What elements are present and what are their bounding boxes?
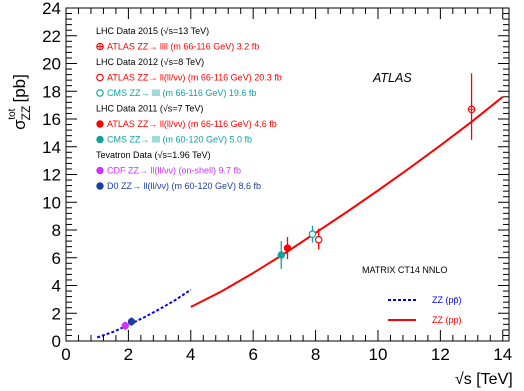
- legend-header: LHC Data 2012 (√s=8 TeV): [96, 57, 204, 67]
- y-tick-label: 6: [52, 249, 61, 268]
- data-points: [121, 73, 476, 330]
- x-axis-label: √s [TeV]: [455, 371, 513, 388]
- legend-entry: ATLAS ZZ→ ll(ll/νν) (m 66-116 GeV) 20.3 …: [107, 73, 282, 83]
- x-tick-label: 14: [493, 345, 512, 364]
- theory-legend-title: MATRIX CT14 NNLO: [362, 265, 447, 275]
- atlas-label: ATLAS: [372, 71, 412, 85]
- y-tick-label: 0: [52, 332, 61, 351]
- x-tick-label: 2: [124, 345, 133, 364]
- y-tick-label: 10: [42, 193, 61, 212]
- y-axis-label-unit: [pb]: [10, 74, 29, 102]
- legend-marker: [96, 135, 104, 144]
- legend-marker: [96, 166, 104, 175]
- theory-curves: [96, 96, 504, 339]
- y-tick-label: 16: [42, 110, 61, 129]
- legend-entry: ATLAS ZZ→ ll(ll/νν) (m 66-116 GeV) 4.6 f…: [107, 119, 277, 129]
- theory-legend-label: ZZ (pp): [432, 315, 462, 325]
- theory-legend-label: ZZ (pp̄): [432, 295, 462, 305]
- axis-ticks: [65, 7, 509, 342]
- x-tick-label: 12: [431, 345, 450, 364]
- data-point: [308, 230, 317, 238]
- y-tick-label: 24: [42, 0, 61, 18]
- y-axis-label-sub: ZZ: [19, 106, 33, 121]
- legend: LHC Data 2015 (√s=13 TeV) LHC Data 2012 (…: [96, 26, 462, 325]
- legend-marker: [96, 73, 104, 82]
- y-axis-label: σZZtot [pb]: [7, 74, 33, 130]
- legend-marker: [96, 89, 104, 97]
- svg-text:σZZtot[pb]: σZZtot [pb]: [7, 74, 33, 130]
- y-tick-label: 8: [52, 221, 61, 240]
- legend-marker: [96, 182, 104, 190]
- x-tick-label: 10: [369, 345, 388, 364]
- y-tick-label: 18: [42, 82, 61, 101]
- y-tick-label: 14: [42, 138, 61, 157]
- y-tick-label: 4: [52, 277, 61, 296]
- data-point: [127, 317, 136, 326]
- y-axis-label-super: tot: [7, 108, 18, 119]
- legend-header: Tevatron Data (√s=1.96 TeV): [96, 150, 211, 160]
- theory-curve-ppbar: [96, 288, 192, 339]
- x-tick-label: 6: [248, 345, 257, 364]
- legend-marker: [96, 120, 104, 128]
- data-point: [121, 322, 129, 330]
- theory-curve-pp: [190, 96, 504, 308]
- legend-entry: ATLAS ZZ→ llll (m 66-116 GeV) 3.2 fb: [107, 42, 259, 52]
- y-tick-label: 22: [42, 27, 61, 46]
- y-tick-label: 2: [52, 304, 61, 323]
- legend-entry: CDF ZZ→ ll(ll/νν) (on-shell) 9.7 fb: [107, 166, 241, 176]
- y-tick-label: 12: [42, 166, 61, 185]
- x-tick-label: 0: [61, 345, 70, 364]
- y-tick-label: 20: [42, 55, 61, 74]
- data-point: [314, 235, 323, 244]
- data-point: [283, 244, 292, 252]
- data-point: [277, 251, 285, 259]
- legend-header: LHC Data 2015 (√s=13 TeV): [96, 26, 209, 36]
- x-tick-label: 8: [311, 345, 320, 364]
- legend-entry: D0 ZZ→ ll(ll/νν) (m 60-120 GeV) 8.6 fb: [107, 181, 261, 191]
- y-axis-label-symbol: σ: [10, 119, 29, 130]
- legend-header: LHC Data 2011 (√s=7 TeV): [96, 104, 203, 114]
- legend-entry: CMS ZZ→ llll (m 60-120 GeV) 5.0 fb: [107, 135, 252, 145]
- x-tick-label: 4: [186, 345, 195, 364]
- legend-entry: CMS ZZ→ llll (m 66-116 GeV) 19.6 fb: [107, 88, 256, 98]
